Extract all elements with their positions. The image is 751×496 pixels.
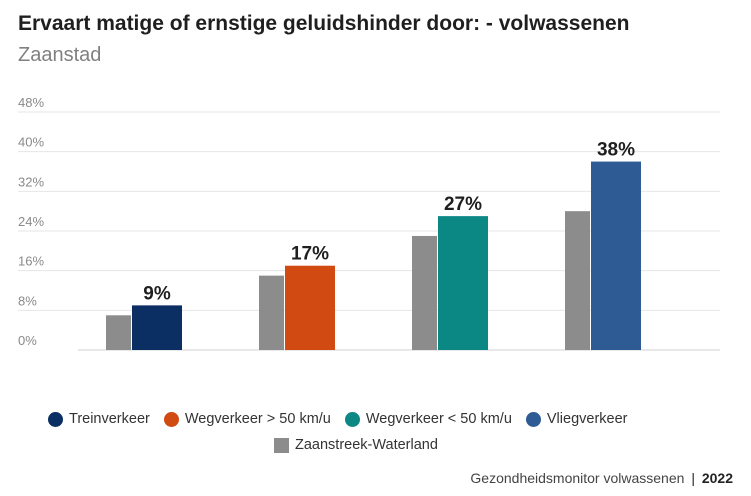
legend-label-wegverkeer-onder-50: Wegverkeer < 50 km/u (365, 411, 512, 427)
bar-zaanstreek-waterland (412, 235, 437, 350)
legend-label-treinverkeer: Treinverkeer (69, 411, 150, 427)
legend-swatch-treinverkeer (48, 411, 63, 427)
y-tick-label: 32% (18, 174, 44, 189)
bar-chart: 0% 8% 16% 24% 32% 40% 48% 9% 17% 27% 38% (18, 95, 720, 351)
legend-swatch-zaanstreek-waterland (274, 437, 289, 453)
legend-swatch-vliegverkeer (525, 411, 541, 427)
legend-swatch-wegverkeer-boven-50 (163, 411, 179, 427)
bar-zaanstreek-waterland (259, 275, 284, 350)
data-label: 9% (143, 283, 171, 304)
y-tick-label: 16% (18, 254, 44, 269)
legend-label-zaanstreek-waterland: Zaanstreek-Waterland (295, 437, 438, 453)
footer-source: Gezondheidsmonitor volwassenen (470, 470, 685, 486)
y-tick-label: 48% (18, 95, 44, 110)
footer-separator: | (691, 470, 695, 486)
legend-item-zaanstreek-waterland[interactable]: Zaanstreek-Waterland (274, 437, 438, 453)
legend-swatch-wegverkeer-onder-50 (344, 411, 360, 427)
chart-subtitle: Zaanstad (18, 44, 102, 66)
legend-item-vliegverkeer[interactable]: Vliegverkeer (525, 411, 628, 427)
data-label: 38% (597, 140, 635, 161)
bar-zaanstad (132, 305, 182, 350)
y-tick-label: 8% (18, 293, 37, 308)
source-footer: Gezondheidsmonitor volwassenen | 2022 (470, 470, 733, 486)
bar-zaanstreek-waterland (565, 211, 590, 350)
legend-item-wegverkeer-boven-50[interactable]: Wegverkeer > 50 km/u (163, 411, 331, 427)
y-tick-label: 0% (18, 333, 37, 348)
data-label: 27% (444, 194, 482, 215)
bar-zaanstad (591, 161, 641, 350)
y-tick-label: 40% (18, 135, 44, 150)
legend-label-vliegverkeer: Vliegverkeer (546, 411, 628, 427)
y-tick-label: 24% (18, 214, 44, 229)
legend-label-wegverkeer-boven-50: Wegverkeer > 50 km/u (184, 411, 331, 427)
bar-zaanstreek-waterland (106, 315, 131, 350)
footer-year: 2022 (701, 470, 733, 486)
bar-zaanstad (438, 216, 488, 350)
legend: Treinverkeer Wegverkeer > 50 km/u Wegver… (48, 406, 728, 458)
legend-item-wegverkeer-onder-50[interactable]: Wegverkeer < 50 km/u (344, 411, 512, 427)
data-label: 17% (291, 244, 329, 265)
bar-zaanstad (285, 265, 335, 350)
legend-item-treinverkeer[interactable]: Treinverkeer (48, 411, 150, 427)
chart-title: Ervaart matige of ernstige geluidshinder… (18, 12, 630, 35)
